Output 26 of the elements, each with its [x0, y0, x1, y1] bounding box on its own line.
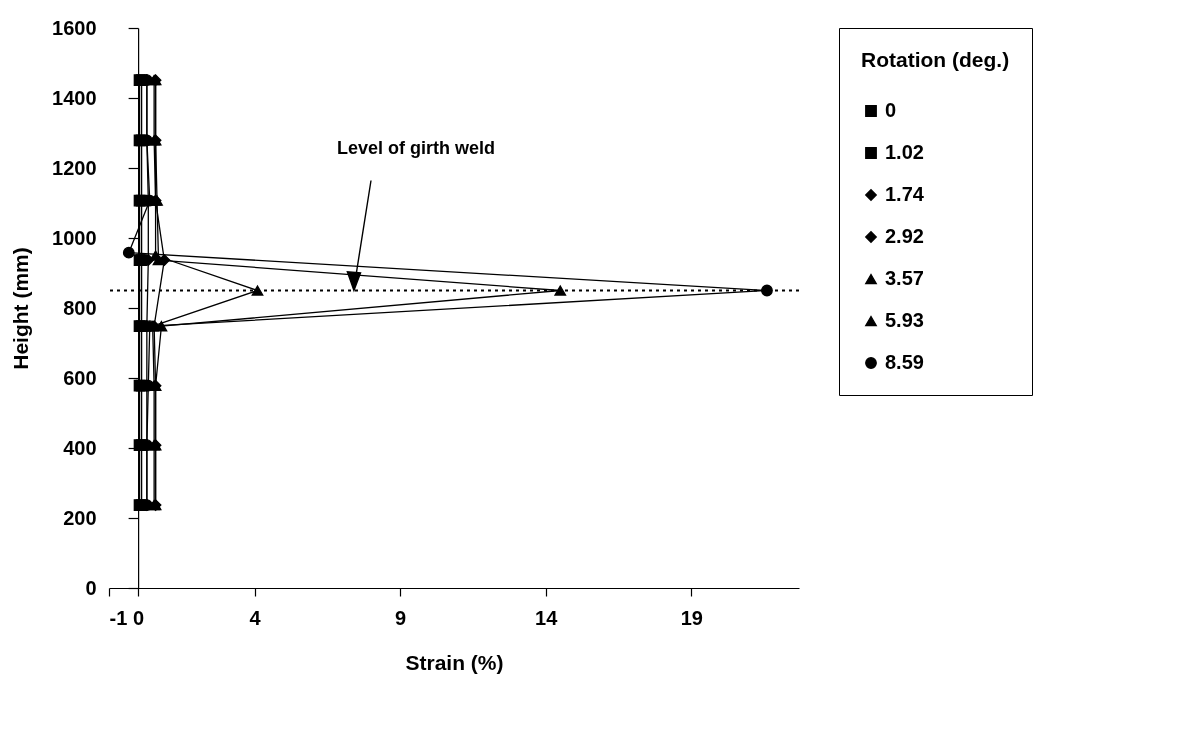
legend-label: 1.74: [885, 183, 925, 205]
x-tick-label: 14: [535, 606, 559, 629]
y-tick-label: 400: [63, 436, 97, 459]
y-tick-label: 200: [63, 506, 97, 529]
y-tick-label: 800: [63, 296, 97, 319]
annotation: Level of girth weld: [336, 137, 495, 158]
y-axis-title: Height (mm): [9, 247, 33, 370]
legend-label: 5.93: [885, 309, 924, 331]
x-tick-label: 0: [133, 606, 145, 629]
legend-title: Rotation (deg.): [861, 48, 1010, 71]
y-tick-label: 1400: [52, 86, 97, 109]
legend-label: 0: [885, 99, 897, 121]
legend-label: 2.92: [885, 225, 924, 247]
y-tick-label: 600: [63, 366, 97, 389]
y-tick-label: 1200: [52, 156, 97, 179]
x-tick-label: 4: [249, 606, 262, 629]
x-tick-label: -1: [109, 606, 128, 629]
x-tick-label: 19: [680, 606, 703, 629]
y-tick-label: 1600: [52, 16, 97, 39]
legend-label: 1.02: [885, 141, 924, 163]
legend-label: 3.57: [885, 267, 924, 289]
y-tick-label: 1000: [52, 226, 97, 249]
x-tick-label: 9: [395, 606, 407, 629]
x-axis-title: Strain (%): [405, 650, 504, 674]
y-tick-label: 0: [85, 576, 97, 599]
legend-label: 8.59: [885, 351, 924, 373]
